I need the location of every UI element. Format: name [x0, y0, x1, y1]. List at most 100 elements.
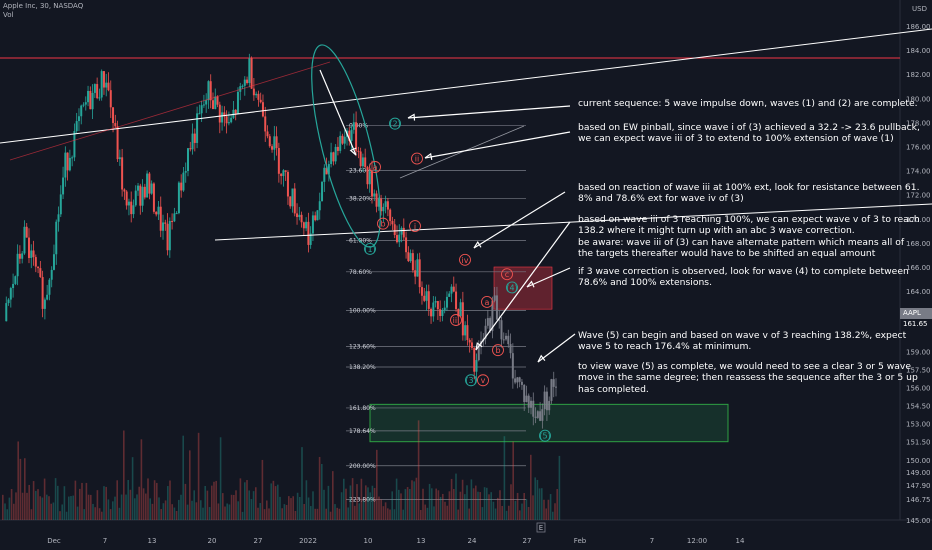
candle-body [493, 295, 496, 301]
volume-bar [431, 488, 433, 520]
earnings-badge[interactable] [536, 522, 546, 533]
annotation-line: based on reaction of wave iii at 100% ex… [578, 182, 920, 193]
candle-body [134, 190, 137, 206]
volume-bar [222, 493, 224, 520]
volume-bar [494, 508, 497, 520]
volume-bar [541, 488, 543, 520]
volume-bar [486, 487, 488, 520]
volume-bar [446, 505, 448, 520]
candle-body [468, 340, 471, 343]
annotation-block: based on wave iii of 3 reaching 100%, we… [578, 214, 920, 260]
volume-bar [54, 478, 57, 520]
price-axis-tick: 182.00 [906, 71, 931, 79]
candle-body [405, 237, 408, 253]
candle-body [80, 105, 83, 117]
candle-body [175, 213, 178, 215]
volume-bar [156, 482, 158, 520]
volume-bar [433, 506, 435, 520]
volume-bar [112, 501, 114, 520]
candle-body [393, 224, 396, 236]
fib-level-label: 161.80% [349, 405, 376, 412]
candle-body [539, 411, 542, 421]
volume-bar [519, 510, 521, 520]
volume-bar [384, 502, 387, 520]
candle-body [364, 157, 367, 168]
volume-bar [250, 499, 253, 520]
volume-bar [127, 479, 129, 520]
volume-bar [103, 486, 105, 520]
volume-bar [411, 480, 413, 520]
volume-bar [277, 484, 279, 520]
volume-bar [389, 509, 391, 520]
volume-bar [292, 496, 294, 520]
fib-level-label: 123.60% [349, 344, 376, 351]
volume-bar [239, 478, 242, 520]
candle-body [500, 320, 503, 340]
candle-body [73, 131, 76, 158]
volume-bar [510, 484, 512, 520]
candle-body [541, 409, 544, 421]
volume-bar [422, 488, 424, 520]
volume-bar [204, 485, 206, 520]
volume-bar [191, 500, 193, 520]
volume-bar [279, 496, 281, 520]
candle-body [514, 378, 517, 383]
candle-body [530, 400, 533, 408]
volume-bar [351, 478, 354, 520]
candle-body [425, 291, 428, 301]
volume-bar [409, 488, 411, 520]
volume-bar [76, 506, 79, 520]
volume-bar [263, 509, 266, 520]
volume-bar [233, 494, 235, 520]
candle-body [484, 325, 487, 339]
arrow-wave-iv [473, 191, 566, 249]
candle-body [518, 377, 521, 382]
arrow-wave-ii-head [424, 152, 433, 160]
candle-body [443, 307, 446, 311]
wave-label: b [495, 346, 500, 355]
volume-bar [272, 480, 275, 520]
symbol-title[interactable]: Apple Inc, 30, NASDAQ [3, 2, 84, 10]
fib-level-label: 61.80% [349, 237, 372, 244]
candle-body [177, 182, 180, 214]
volume-bar [217, 503, 220, 520]
candle-body [168, 220, 171, 251]
volume-bar [153, 480, 156, 520]
volume-bar [468, 508, 470, 520]
candle-body [257, 93, 260, 100]
volume-bar [343, 478, 345, 520]
indicator-label[interactable]: Vol [3, 11, 14, 19]
volume-bar [178, 499, 180, 520]
volume-bar [21, 492, 24, 520]
price-axis-tick: 166.00 [906, 264, 931, 272]
candle-body [350, 129, 353, 141]
wave-label: (4) [506, 283, 517, 292]
volume-bar [43, 478, 46, 520]
arrow-wave-4 [526, 267, 571, 288]
candle-body [445, 296, 448, 308]
volume-bar [230, 494, 233, 520]
candle-body [139, 185, 142, 206]
candle-body [21, 253, 24, 259]
volume-bar [270, 483, 272, 520]
candle-body [277, 148, 280, 174]
wave-label: a [373, 163, 378, 172]
annotation-line: current sequence: 5 wave impulse down, w… [578, 98, 918, 109]
volume-bar [296, 492, 299, 520]
volume-bar [171, 504, 173, 520]
candle-body [250, 58, 253, 89]
candle-body [216, 96, 219, 105]
candle-body [395, 235, 398, 243]
candle-body [32, 250, 35, 258]
candle-body [164, 222, 167, 224]
volume-bar [523, 492, 525, 520]
lower-trendline [214, 203, 932, 241]
volume-bar [534, 477, 536, 520]
volume-bar [6, 509, 8, 520]
candle-body [407, 252, 410, 262]
volume-bar [516, 492, 519, 520]
candle-body [37, 266, 40, 269]
volume-bar [301, 447, 303, 520]
volume-bar [160, 509, 162, 520]
